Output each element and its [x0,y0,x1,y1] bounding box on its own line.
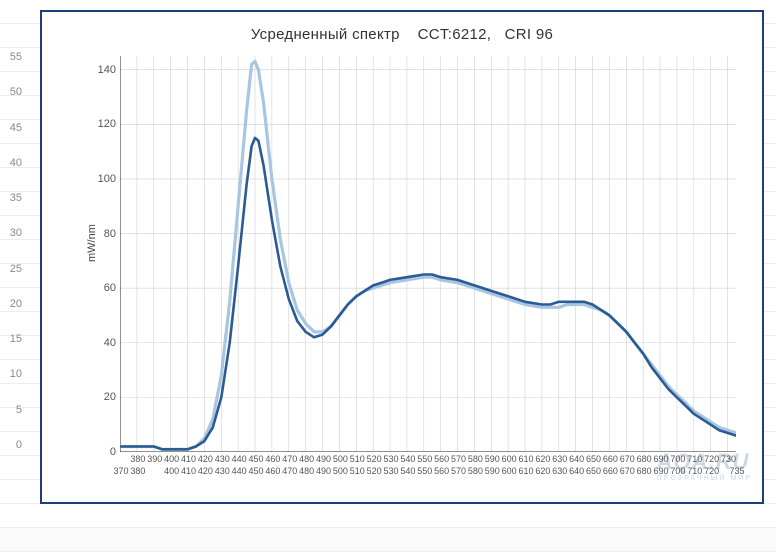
outer-y-tick: 0 [16,439,22,451]
chart-container: 0 5 10 15 20 25 30 35 40 45 50 55 Усредненный спект… [0,0,776,527]
plot-area [120,56,736,452]
title-cri: CRI 96 [505,26,554,43]
x-tick-label: 730 [718,454,740,464]
x-tick-label: 720 [701,466,723,476]
y-tick-label: 60 [86,282,116,294]
y-tick-label: 140 [86,64,116,76]
y-tick-label: 0 [86,446,116,458]
title-cct: CCT:6212 [418,26,487,43]
series-dark [120,138,736,449]
outer-y-tick: 5 [16,404,22,416]
y-tick-label: 80 [86,228,116,240]
y-tick-label: 40 [86,337,116,349]
outer-y-tick: 55 [10,51,22,63]
outer-y-tick: 30 [10,227,22,239]
outer-y-tick: 20 [10,298,22,310]
chart-svg [120,56,736,452]
y-tick-label: 120 [86,118,116,130]
series-light [120,62,736,450]
chart-title: Усредненный спектр CCT:6212, CRI 96 [42,26,762,43]
y-tick-label: 100 [86,173,116,185]
outer-y-tick: 15 [10,333,22,345]
y-tick-label: 20 [86,391,116,403]
outer-y-tick: 10 [10,368,22,380]
outer-y-tick: 25 [10,263,22,275]
outer-y-tick: 50 [10,86,22,98]
x-tick-label: 735 [726,466,748,476]
x-tick-label: 380 [127,466,149,476]
outer-y-tick: 45 [10,122,22,134]
title-text: Усредненный спектр [251,26,400,43]
outer-y-tick: 35 [10,192,22,204]
plot-frame: Усредненный спектр CCT:6212, CRI 96 mW/n… [40,10,764,504]
watermark-sub: ПРОЗРАЧНЫЙ МИР [657,475,752,482]
outer-y-tick: 40 [10,157,22,169]
